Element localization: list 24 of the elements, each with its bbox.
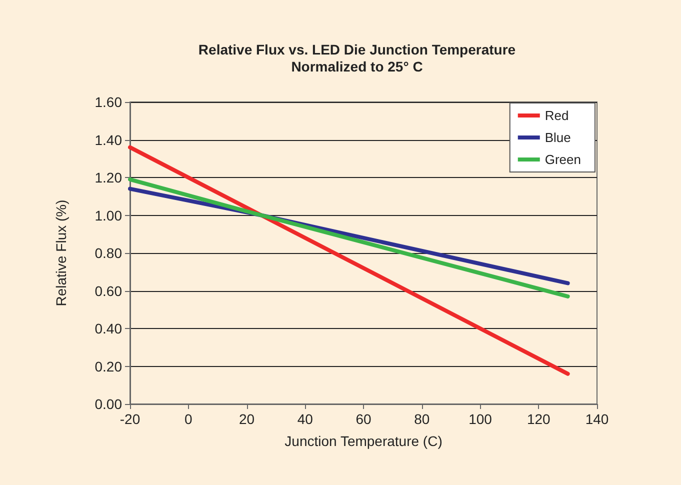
legend-label: Red (544, 108, 569, 123)
x-tick-label: 40 (297, 411, 314, 427)
legend-label: Blue (544, 130, 571, 145)
y-axis-title: Relative Flux (%) (53, 200, 69, 306)
x-tick-label: 60 (356, 411, 372, 427)
x-tick-label: 20 (238, 411, 255, 427)
y-tick-label: 0.20 (94, 358, 122, 374)
x-tick-label: -20 (120, 411, 140, 427)
x-tick-label: 0 (184, 411, 192, 427)
y-tick-label: 0.80 (94, 245, 122, 261)
y-tick-label: 1.40 (94, 132, 122, 148)
y-tick-label: 0.40 (94, 320, 122, 336)
chart-title: Relative Flux vs. LED Die Junction Temperature Normalized to 25° C (198, 42, 516, 74)
x-tick-label: 100 (468, 411, 492, 427)
y-tick-label: 1.20 (94, 170, 122, 186)
y-tick-label: 1.00 (94, 207, 122, 224)
x-tick-label: 80 (414, 411, 430, 427)
x-axis-title: Junction Temperature (C) (284, 433, 442, 449)
x-tick-label: 140 (585, 411, 609, 427)
y-tick-label: 1.60 (94, 94, 122, 110)
x-tick-label: 120 (526, 411, 551, 427)
y-tick-label: 0.00 (94, 396, 122, 412)
y-tick-label: 0.60 (94, 282, 122, 299)
legend-label: Green (544, 152, 582, 167)
